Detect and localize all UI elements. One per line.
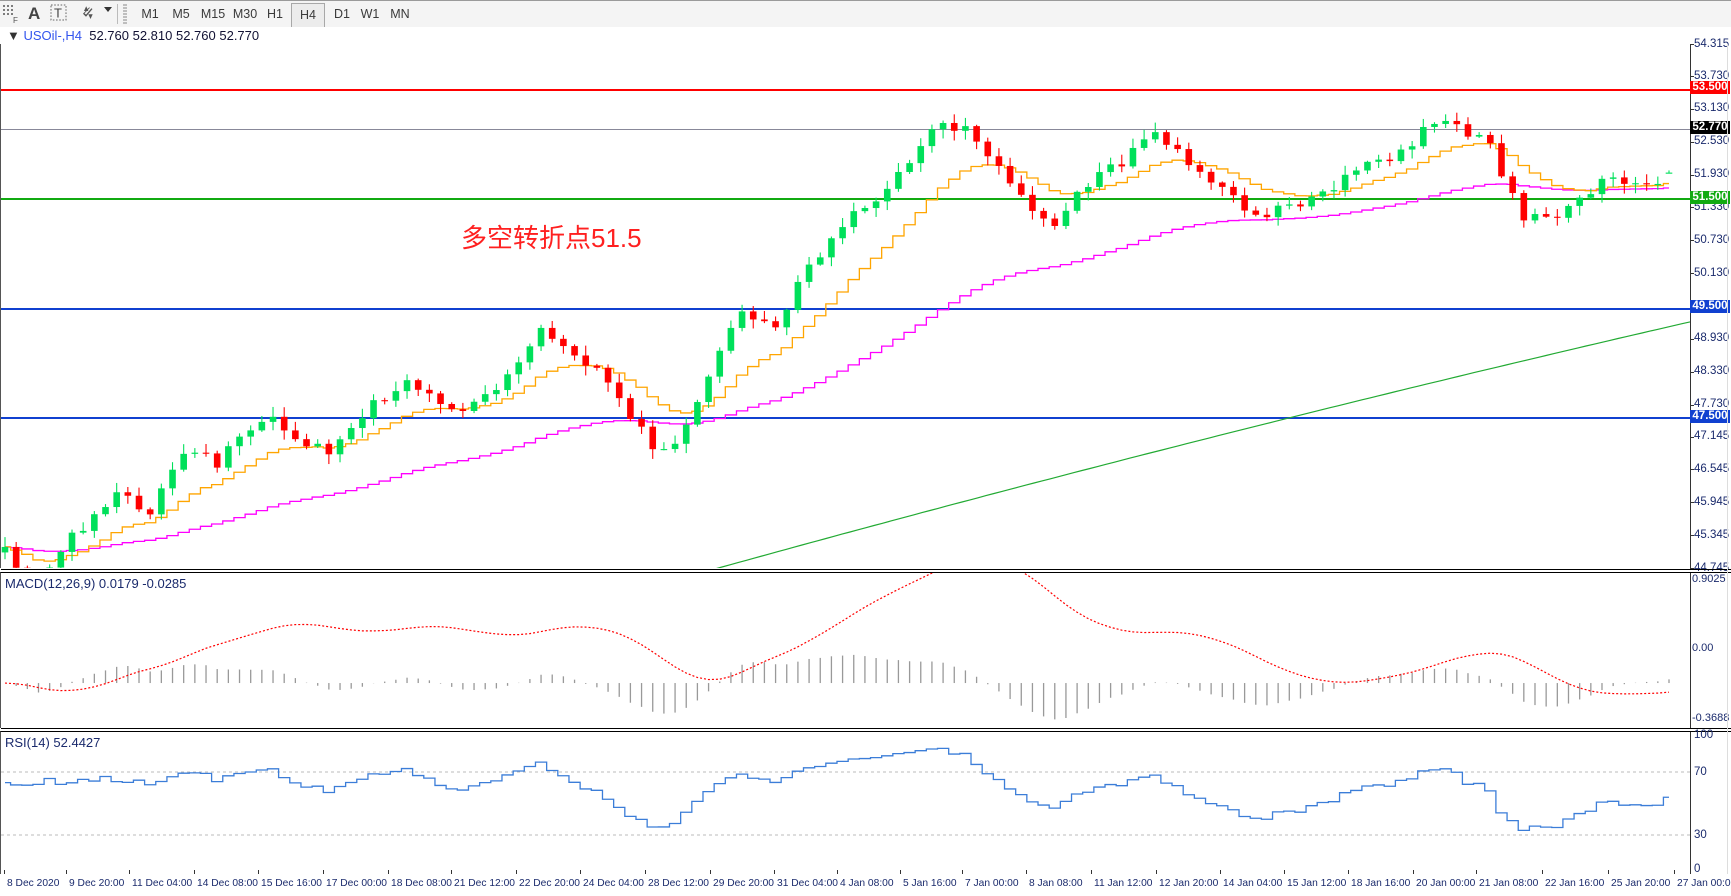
svg-text:F: F xyxy=(13,16,18,24)
svg-text:T: T xyxy=(54,6,62,21)
